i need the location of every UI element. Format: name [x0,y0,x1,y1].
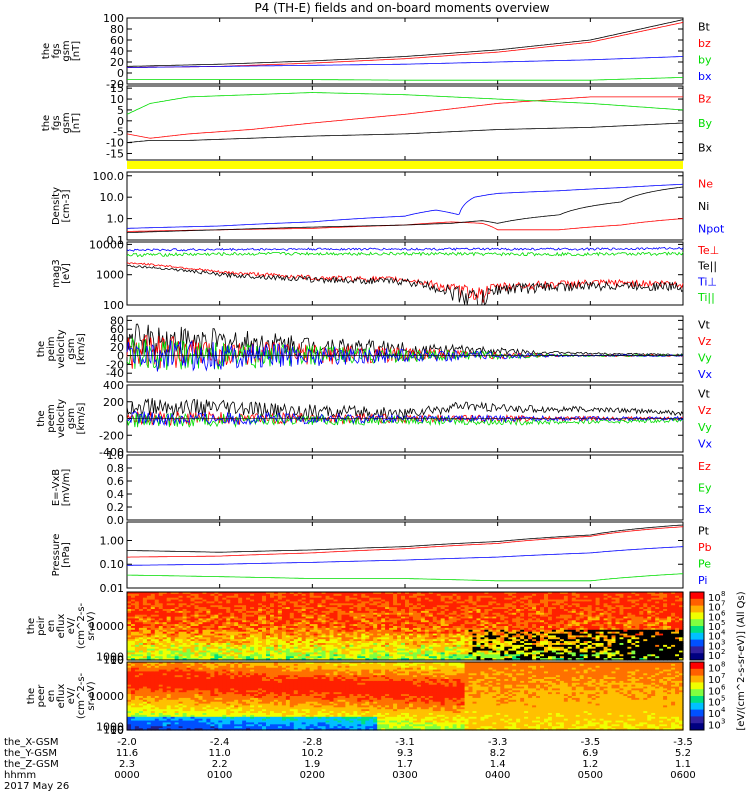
legend-entry: By [698,117,713,130]
legend-entry: Npot [698,223,725,236]
y-tick-label: 1.00 [100,534,125,547]
y-tick-label: 1000 [96,269,124,282]
legend-entry: Te⊥ [697,244,719,257]
y-tick-label: -200 [99,429,124,442]
figure-title: P4 (TH-E) fields and on-board moments ov… [254,1,549,15]
y-axis-label-line: [km/s] [76,402,87,434]
y-tick-label: 400 [103,379,124,392]
panel-6: 1.00.80.60.40.20.0 E=-VxB[mV/m] Ez Ey Ex [51,449,712,527]
series-Te [127,263,683,303]
legend-entry: Vz [698,335,712,348]
legend-entry: Ez [698,460,711,473]
y-tick-label: 1.0 [107,213,125,226]
legend-entry: Ey [698,482,712,495]
y-tick-label: 10.0 [100,191,125,204]
y-tick-label: 1.0 [107,449,125,462]
legend-entry: Ex [698,503,712,516]
y-tick-label: 0.10 [100,558,125,571]
panel-3: 10000 1000 100 mag3[eV] Te⊥ Te|| Ti⊥ Ti|| [51,238,719,312]
legend-entry: Vx [698,438,713,451]
series-Ti [127,247,683,251]
series-Vt [127,324,683,356]
y-axis-label-line: [cm-3] [61,189,72,222]
y-axis-label-line: [mV/m] [61,469,72,507]
series-Bz [127,97,683,138]
y-tick-label: 0 [117,413,124,426]
y-tick-label: 0.2 [107,501,125,514]
series-Npot [127,184,683,228]
legend-entry: Ne [698,177,713,190]
legend-entry: Ti|| [697,291,715,304]
series-by [127,77,683,80]
y-tick-label: 0.6 [107,475,125,488]
y-axis-label-line: sr-eV) [86,611,97,640]
y-tick-label: 0.8 [107,462,125,475]
y-axis-label-line: [nPa] [61,542,72,568]
panel-7: 1.00 0.10 0.01 Pressure[nPa] Pt Pb Pe Pi [51,522,712,595]
y-axis-label-line: [eV] [61,263,72,284]
series-Pt [127,525,683,552]
y-axis-label: mag3[eV] [51,259,72,288]
legend-entry: Pt [698,524,710,537]
legend-entry: bx [698,70,712,83]
y-axis-label: E=-VxB[mV/m] [51,469,72,507]
legend-entry: Pe [698,557,711,570]
legend-entry: Vx [698,368,713,381]
y-axis-label-line: [nT] [71,113,82,133]
legend-entry: by [698,53,712,66]
legend-entry: Ni [698,200,709,213]
panel-frame [127,18,683,84]
y-axis-label-line: [nT] [71,41,82,61]
panel-frame [127,242,683,305]
legend-entry: bz [698,37,711,50]
legend-entry: Bx [698,142,713,155]
series-Ti [127,252,683,257]
legend-entry: Bt [698,20,711,33]
series-Pe [127,574,683,581]
y-tick-label: -15 [106,147,124,160]
y-tick-label: 200 [103,396,124,409]
legend-entry: Vy [698,421,712,434]
legend-entry: Vt [698,387,711,400]
panel-frame [127,455,683,520]
y-tick-label: 0.01 [100,582,125,595]
legend-entry: Vz [698,404,712,417]
y-tick-label: 10 [110,654,124,667]
legend-entry: Te|| [697,260,717,273]
series-bx [127,57,683,68]
legend-entry: Pb [698,541,712,554]
legend-entry: Vt [698,318,711,331]
y-tick-label: 10000 [89,238,124,251]
y-tick-label: 100 [103,299,124,312]
y-axis-label: Density[cm-3] [51,187,72,225]
y-axis-label: Pressure[nPa] [51,534,72,577]
series-Pb [127,527,683,557]
legend-entry: Vy [698,351,712,364]
series-bz [127,22,683,67]
legend-entry: Pi [698,574,707,587]
y-tick-label: 100.0 [93,170,125,183]
y-tick-label: 0.4 [107,488,125,501]
legend-entry: Bz [698,92,712,105]
legend-entry: Ti⊥ [697,275,717,288]
y-axis-label-line: [km/s] [76,333,87,365]
y-tick-label: 0.0 [107,514,125,527]
series-By [127,93,683,115]
